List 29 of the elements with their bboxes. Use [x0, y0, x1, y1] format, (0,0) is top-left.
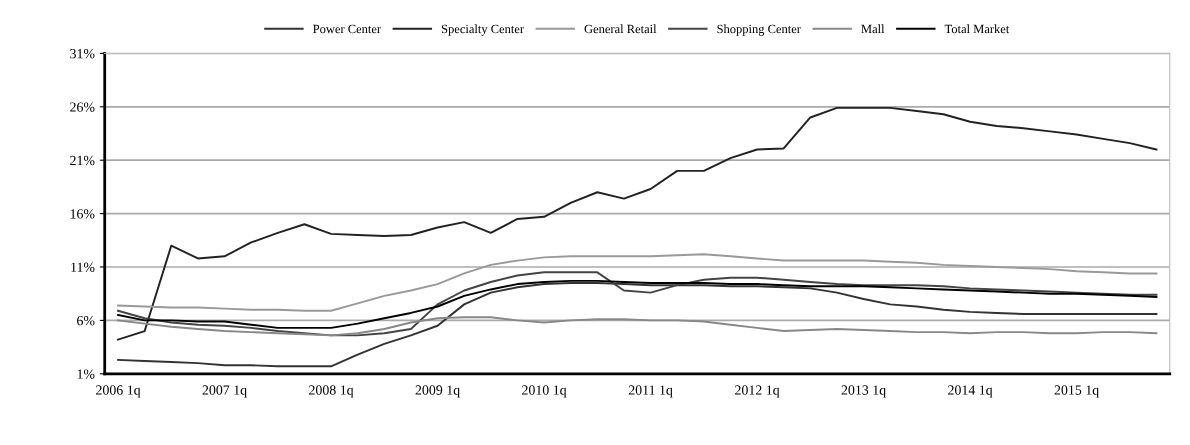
x-tick-label: 2011 1q: [628, 385, 673, 398]
y-tick-label: 31%: [70, 48, 95, 59]
y-tick-label: 11%: [71, 262, 95, 272]
x-tick-label: 2009 1q: [415, 385, 460, 398]
x-tick-label: 2008 1q: [309, 385, 354, 398]
x-tick-label: 2014 1q: [948, 385, 993, 398]
line-series: [117, 316, 1158, 337]
legend-label: Power Center: [313, 24, 381, 34]
line-series: [117, 106, 1158, 341]
y-tick-label: 1%: [77, 369, 95, 379]
y-tick-label: 26%: [70, 102, 95, 112]
x-tick-label: 2010 1q: [522, 385, 567, 398]
x-tick-label: 2015 1q: [1054, 385, 1099, 398]
legend-label: Total Market: [944, 24, 1010, 34]
x-tick-label: 2013 1q: [841, 385, 886, 398]
x-tick-label: 2006 1q: [96, 385, 141, 398]
line-series: [117, 271, 1158, 337]
x-tick-label: 2012 1q: [735, 385, 780, 398]
x-tick-label: 2007 1q: [202, 385, 247, 398]
legend-label: Shopping Center: [717, 24, 801, 36]
y-tick-label: 16%: [70, 209, 95, 219]
line-series: [117, 282, 1158, 368]
legend-label: General Retail: [584, 24, 657, 34]
line-series: [117, 253, 1158, 312]
line-series: [117, 279, 1158, 329]
y-tick-label: 6%: [77, 315, 95, 326]
y-tick-label: 21%: [70, 155, 95, 166]
legend-label: Mall: [861, 24, 885, 34]
legend-label: Specialty Center: [441, 24, 524, 36]
